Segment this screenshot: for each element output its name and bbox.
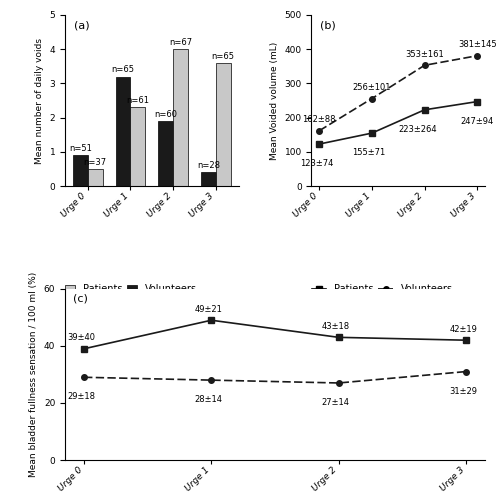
Text: n=67: n=67 bbox=[169, 38, 192, 47]
Bar bbox=[173, 49, 188, 186]
Text: (a): (a) bbox=[74, 20, 90, 30]
Patients bbox=[369, 130, 375, 136]
Text: n=37: n=37 bbox=[84, 158, 107, 166]
Patients bbox=[474, 98, 480, 104]
Text: n=60: n=60 bbox=[154, 110, 177, 118]
Text: n=61: n=61 bbox=[126, 96, 150, 105]
Line: Patients: Patients bbox=[82, 318, 468, 352]
Text: n=28: n=28 bbox=[197, 161, 220, 170]
Text: 223±264: 223±264 bbox=[398, 125, 437, 134]
Text: n=65: n=65 bbox=[212, 52, 234, 60]
Volunteers bbox=[463, 368, 469, 374]
Text: 39±40: 39±40 bbox=[68, 334, 96, 342]
Volunteers bbox=[474, 52, 480, 59]
Patients bbox=[336, 334, 342, 340]
Patients bbox=[422, 107, 428, 113]
Text: n=65: n=65 bbox=[112, 65, 134, 74]
Volunteers bbox=[369, 96, 375, 102]
Text: 27±14: 27±14 bbox=[322, 398, 350, 407]
Text: 29±18: 29±18 bbox=[68, 392, 96, 402]
Text: 43±18: 43±18 bbox=[322, 322, 350, 331]
Text: 247±94: 247±94 bbox=[460, 117, 494, 126]
Volunteers bbox=[336, 380, 342, 386]
Patients bbox=[81, 346, 87, 352]
Patients bbox=[463, 337, 469, 343]
Bar bbox=[73, 156, 88, 186]
Volunteers bbox=[81, 374, 87, 380]
Y-axis label: Mean number of daily voids: Mean number of daily voids bbox=[35, 38, 44, 164]
Volunteers bbox=[208, 377, 214, 383]
Text: (b): (b) bbox=[320, 20, 336, 30]
Line: Patients: Patients bbox=[316, 99, 480, 147]
Patients bbox=[208, 317, 214, 323]
Text: 353±161: 353±161 bbox=[405, 50, 444, 59]
Text: n=51: n=51 bbox=[69, 144, 92, 153]
Text: 42±19: 42±19 bbox=[449, 325, 477, 334]
Volunteers bbox=[422, 62, 428, 68]
Patients bbox=[316, 141, 322, 147]
Bar bbox=[201, 172, 216, 186]
Legend: Patients, Volunteers: Patients, Volunteers bbox=[61, 280, 200, 298]
Bar bbox=[216, 63, 230, 186]
Text: 381±145: 381±145 bbox=[458, 40, 496, 50]
Bar bbox=[116, 76, 130, 186]
Text: 162±88: 162±88 bbox=[302, 116, 336, 124]
Bar bbox=[130, 108, 146, 186]
Text: 155±71: 155±71 bbox=[352, 148, 386, 158]
Text: 28±14: 28±14 bbox=[194, 396, 222, 404]
Y-axis label: Mean Voided volume (mL): Mean Voided volume (mL) bbox=[270, 42, 279, 160]
Line: Volunteers: Volunteers bbox=[82, 369, 468, 386]
Volunteers bbox=[316, 128, 322, 134]
Text: 31±29: 31±29 bbox=[449, 387, 477, 396]
Text: 49±21: 49±21 bbox=[194, 305, 222, 314]
Text: (c): (c) bbox=[74, 294, 88, 304]
Legend: Patients, Volunteers: Patients, Volunteers bbox=[308, 280, 456, 298]
Text: 256±101: 256±101 bbox=[352, 83, 391, 92]
Text: 123±74: 123±74 bbox=[300, 160, 333, 168]
Bar bbox=[158, 121, 173, 186]
Bar bbox=[88, 169, 102, 186]
Line: Volunteers: Volunteers bbox=[316, 53, 480, 134]
Y-axis label: Mean bladder fullness sensation / 100 ml (%): Mean bladder fullness sensation / 100 ml… bbox=[29, 272, 38, 477]
